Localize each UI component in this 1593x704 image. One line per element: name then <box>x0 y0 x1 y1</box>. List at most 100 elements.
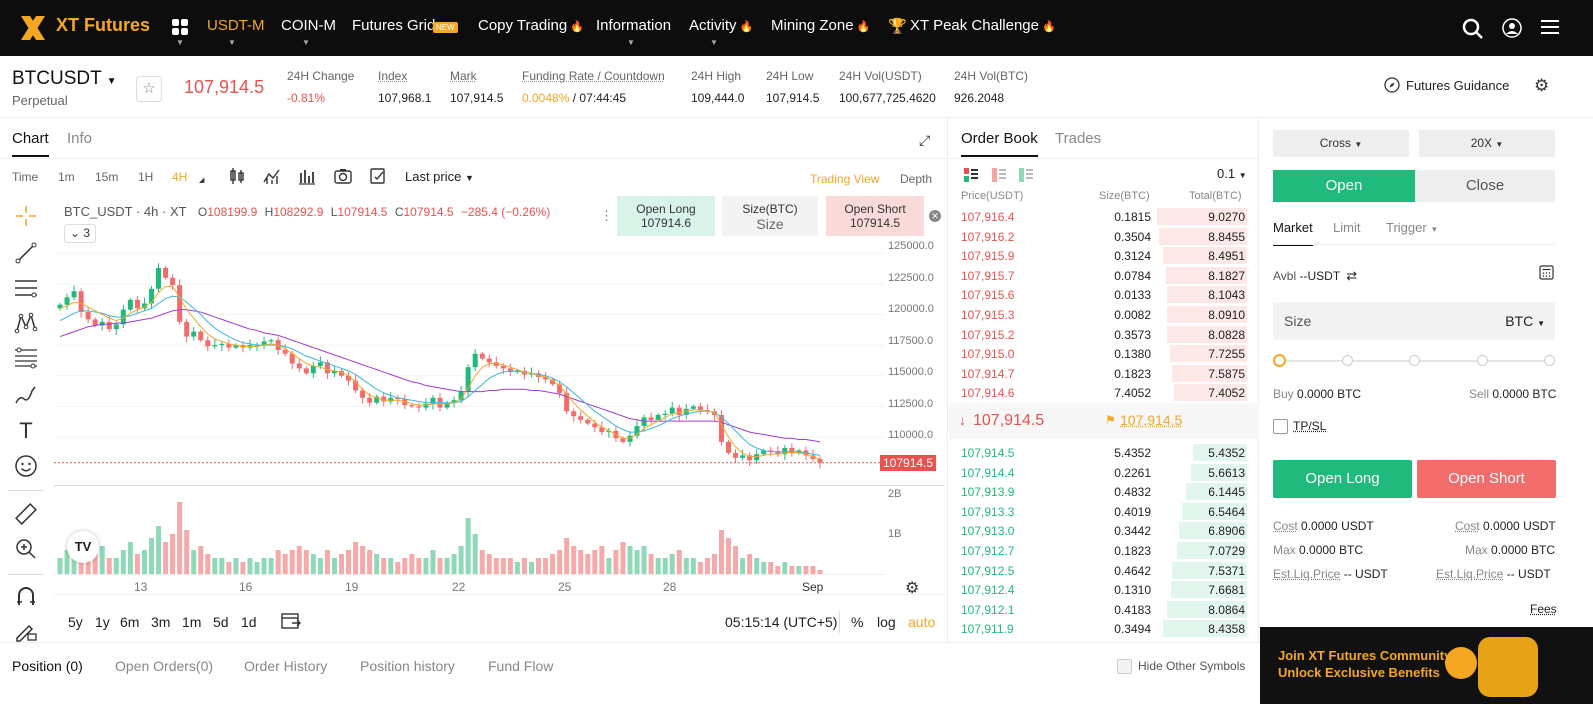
order-type-market[interactable]: Market <box>1273 220 1313 246</box>
bid-row[interactable]: 107,914.5 5.4352 5.4352 <box>949 443 1259 463</box>
depth-toggle[interactable]: Depth <box>900 172 933 186</box>
open-tab[interactable]: Open <box>1273 170 1415 202</box>
precision-select[interactable]: 0.1 ▼ <box>1217 166 1247 181</box>
ask-row[interactable]: 107,916.4 0.1815 9.0270 <box>949 207 1259 227</box>
apps-grid-icon[interactable] <box>171 18 189 36</box>
goto-date-icon[interactable] <box>280 610 302 632</box>
tpsl-label[interactable]: TP/SL <box>1293 419 1327 433</box>
tradingview-toggle[interactable]: Trading View <box>810 172 880 186</box>
tab-order-history[interactable]: Order History <box>244 658 328 674</box>
bids-view-icon[interactable] <box>1019 168 1033 182</box>
nav-usdt-m[interactable]: USDT-M <box>207 17 265 34</box>
order-type-trigger[interactable]: Trigger ▼ <box>1386 220 1439 235</box>
ask-row[interactable]: 107,916.2 0.3504 8.8455 <box>949 227 1259 247</box>
scale-log[interactable]: log <box>877 614 896 630</box>
bid-row[interactable]: 107,912.7 0.1823 7.0729 <box>949 541 1259 561</box>
volume-bars-icon[interactable] <box>297 166 317 186</box>
search-icon[interactable] <box>1462 18 1484 40</box>
bid-row[interactable]: 107,911.9 0.3494 8.4358 <box>949 619 1259 639</box>
fees-link[interactable]: Fees <box>1530 602 1557 616</box>
range-1y[interactable]: 1y <box>95 614 110 630</box>
bid-row[interactable]: 107,912.4 0.1310 7.6681 <box>949 580 1259 600</box>
tradingview-logo-icon[interactable]: TV <box>67 531 99 563</box>
scale-percent[interactable]: % <box>851 614 864 630</box>
futures-guidance-link[interactable]: Futures Guidance <box>1406 78 1510 93</box>
quick-open-long[interactable]: Open Long 107914.6 <box>617 196 715 236</box>
timeframe-15m[interactable]: 15m <box>95 170 119 184</box>
crosshair-icon[interactable] <box>14 204 38 228</box>
emoji-icon[interactable] <box>14 454 38 478</box>
fullscreen-icon[interactable]: ⤢ <box>919 132 931 148</box>
ruler-icon[interactable] <box>14 502 38 526</box>
ask-row[interactable]: 107,915.9 0.3124 8.4951 <box>949 246 1259 266</box>
text-tool-icon[interactable]: T <box>19 418 33 443</box>
index-label[interactable]: Index <box>378 69 408 83</box>
ask-row[interactable]: 107,914.7 0.1823 7.5875 <box>949 364 1259 384</box>
nav-activity[interactable]: Activity 🔥 <box>689 17 754 34</box>
edit-note-icon[interactable] <box>368 166 388 186</box>
symbol-selector[interactable]: BTCUSDT ▼ <box>12 68 117 89</box>
size-unit-select[interactable]: BTC ▼ <box>1505 313 1545 329</box>
order-type-limit[interactable]: Limit <box>1333 220 1361 235</box>
range-5y[interactable]: 5y <box>68 614 83 630</box>
timeframe-1h[interactable]: 1H <box>138 170 154 184</box>
nav-information[interactable]: Information <box>596 17 672 34</box>
ask-row[interactable]: 107,915.6 0.0133 8.1043 <box>949 285 1259 305</box>
horizontal-lines-icon[interactable] <box>14 276 38 300</box>
community-banner[interactable]: Join XT Futures Community Unlock Exclusi… <box>1260 627 1593 704</box>
timeframe-1m[interactable]: 1m <box>58 170 75 184</box>
price-chart[interactable] <box>54 236 884 576</box>
ask-row[interactable]: 107,915.2 0.3573 8.0828 <box>949 325 1259 345</box>
scale-auto[interactable]: auto <box>908 614 936 630</box>
brush-icon[interactable] <box>14 383 38 407</box>
bid-row[interactable]: 107,913.3 0.4019 6.5464 <box>949 502 1259 522</box>
mark-label[interactable]: Mark <box>450 69 477 83</box>
magnet-icon[interactable] <box>14 585 38 609</box>
leverage-select[interactable]: 20X ▼ <box>1419 130 1555 157</box>
open-long-button[interactable]: Open Long <box>1273 460 1412 498</box>
close-icon[interactable]: ✕ <box>929 210 941 222</box>
range-1m[interactable]: 1m <box>182 614 202 630</box>
bid-row[interactable]: 107,912.5 0.4642 7.5371 <box>949 561 1259 581</box>
hide-symbols-checkbox[interactable] <box>1117 659 1132 674</box>
range-3m[interactable]: 3m <box>151 614 171 630</box>
bid-row[interactable]: 107,912.1 0.4183 8.0864 <box>949 600 1259 620</box>
size-input[interactable]: Size BTC ▼ <box>1273 302 1555 340</box>
both-sides-view-icon[interactable] <box>964 168 978 182</box>
bid-row[interactable]: 107,913.9 0.4832 6.1445 <box>949 482 1259 502</box>
funding-label[interactable]: Funding Rate / Countdown <box>522 69 665 83</box>
menu-icon[interactable] <box>1541 19 1559 35</box>
bid-row[interactable]: 107,914.4 0.2261 5.6613 <box>949 463 1259 483</box>
indicators-icon[interactable] <box>262 166 282 186</box>
nav-copy-trading[interactable]: Copy Trading 🔥 <box>478 17 584 34</box>
bid-row[interactable]: 107,913.0 0.3442 6.8906 <box>949 521 1259 541</box>
hide-symbols-label[interactable]: Hide Other Symbols <box>1138 659 1246 673</box>
tab-order-book[interactable]: Order Book <box>961 130 1038 157</box>
ask-row[interactable]: 107,915.7 0.0784 8.1827 <box>949 266 1259 286</box>
trendline-icon[interactable] <box>14 241 38 265</box>
ask-row[interactable]: 107,915.0 0.1380 7.7255 <box>949 344 1259 364</box>
range-6m[interactable]: 6m <box>120 614 140 630</box>
tab-trades[interactable]: Trades <box>1055 130 1102 147</box>
asks-view-icon[interactable] <box>992 168 1006 182</box>
ask-row[interactable]: 107,915.3 0.0082 8.0910 <box>949 305 1259 325</box>
indicators-toggle[interactable]: ⌄ 3 <box>64 224 96 243</box>
tab-chart[interactable]: Chart <box>12 130 49 157</box>
range-1d[interactable]: 1d <box>241 614 257 630</box>
open-short-button[interactable]: Open Short <box>1417 460 1556 498</box>
transfer-icon[interactable]: ⇄ <box>1346 268 1358 283</box>
tab-open-orders[interactable]: Open Orders(0) <box>115 658 214 674</box>
camera-icon[interactable] <box>333 166 353 186</box>
favorite-star-icon[interactable]: ☆ <box>136 76 162 102</box>
chart-settings-icon[interactable]: ⚙ <box>905 580 920 597</box>
close-tab[interactable]: Close <box>1415 170 1555 202</box>
ask-row[interactable]: 107,914.6 7.4052 7.4052 <box>949 383 1259 403</box>
price-type-select[interactable]: Last price ▼ <box>405 169 474 184</box>
size-slider[interactable] <box>1273 354 1555 368</box>
tpsl-checkbox[interactable] <box>1273 419 1288 434</box>
settings-gear-icon[interactable]: ⚙ <box>1534 76 1550 95</box>
pattern-icon[interactable] <box>14 311 38 335</box>
fib-retracement-icon[interactable] <box>14 346 38 370</box>
candle-type-icon[interactable] <box>227 166 247 186</box>
timeframe-time[interactable]: Time <box>12 170 39 184</box>
